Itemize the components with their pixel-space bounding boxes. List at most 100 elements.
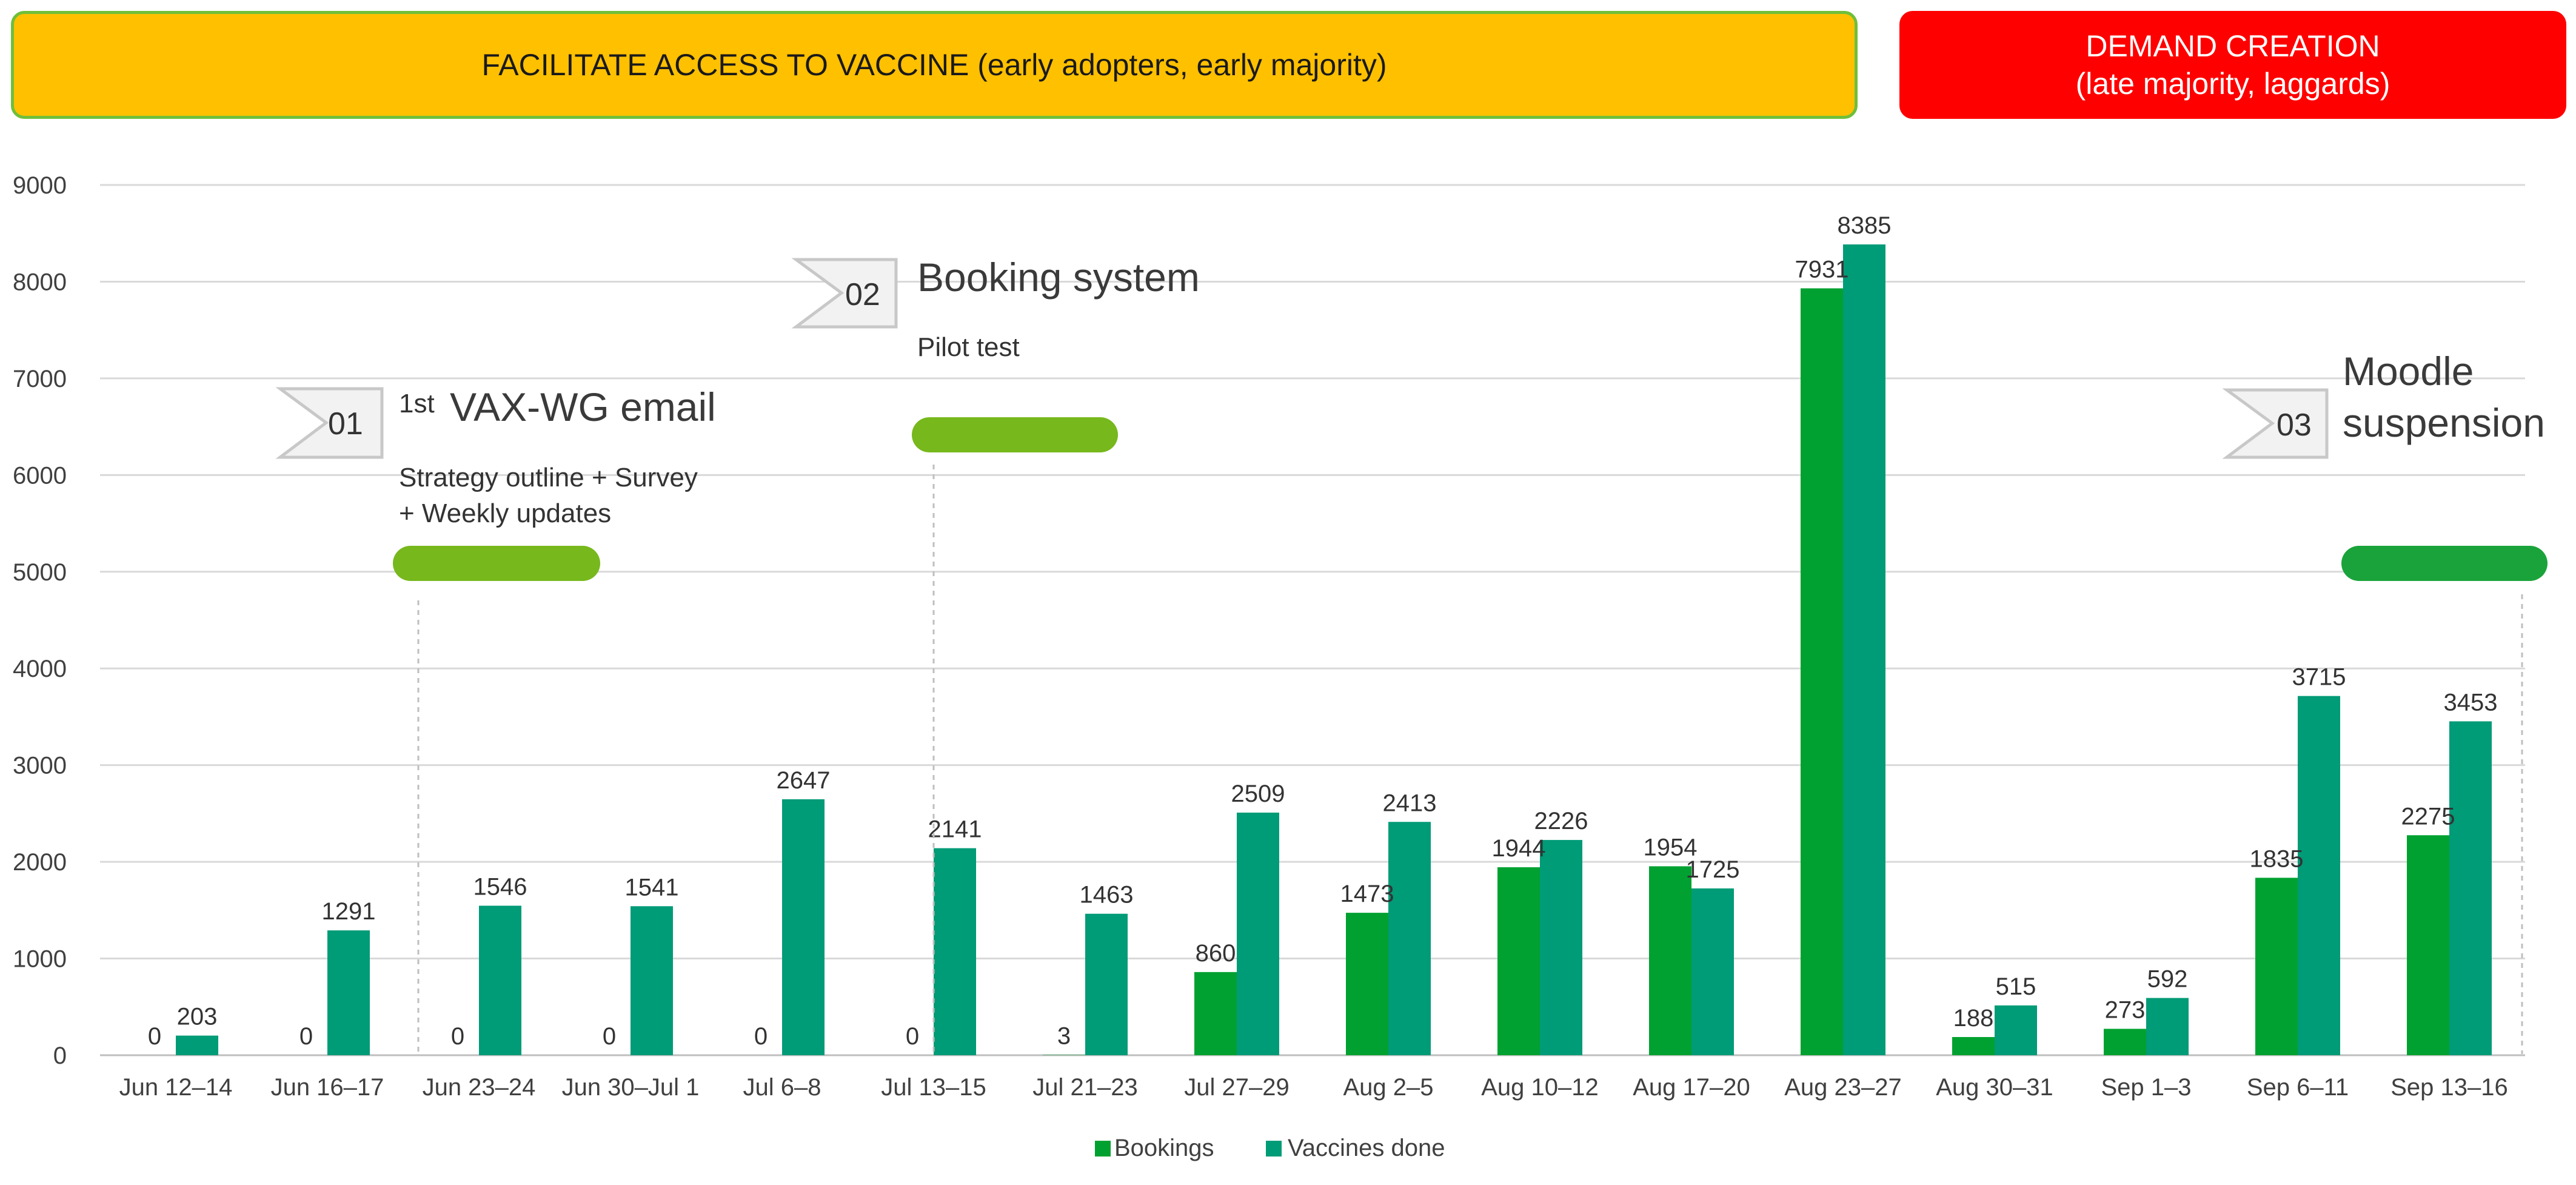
bar-bookings <box>2407 835 2449 1055</box>
banner-facilitate-access-text: FACILITATE ACCESS TO VACCINE (early adop… <box>481 47 1387 82</box>
y-tick-label: 0 <box>53 1042 67 1069</box>
x-tick-label: Jun 12–14 <box>119 1074 233 1101</box>
milestone-02-number: 02 <box>845 277 880 312</box>
milestone-01-bar <box>393 546 600 581</box>
bar-vaccines-done <box>1995 1005 2037 1055</box>
banner-demand-creation-title: DEMAND CREATION <box>2086 29 2380 63</box>
data-label-vaccines-done: 2141 <box>928 816 982 843</box>
milestone-01-number: 01 <box>328 406 363 441</box>
bar-bookings <box>1497 867 1540 1055</box>
bar-bookings <box>1649 866 1691 1055</box>
milestone-02-bar <box>912 417 1118 452</box>
legend-label-bookings: Bookings <box>1114 1135 1214 1161</box>
y-tick-label: 6000 <box>13 462 67 489</box>
legend-label-vaccines: Vaccines done <box>1288 1135 1445 1161</box>
bar-bookings <box>1346 913 1388 1055</box>
bar-bookings <box>2104 1029 2146 1055</box>
data-label-vaccines-done: 2509 <box>1231 780 1285 807</box>
bar-vaccines-done <box>934 848 976 1055</box>
x-tick-label: Sep 6–11 <box>2247 1074 2349 1101</box>
milestone-03-chevron-icon <box>2222 388 2329 459</box>
x-tick-label: Aug 17–20 <box>1633 1074 1750 1101</box>
bar-bookings <box>1801 288 1843 1056</box>
milestone-01-subtitle-1: Strategy outline + Survey <box>399 463 698 492</box>
bar-vaccines-done <box>479 905 521 1055</box>
data-label-vaccines-done: 2226 <box>1534 808 1588 834</box>
bar-vaccines-done <box>327 930 370 1055</box>
data-label-bookings: 188 <box>1953 1005 1994 1032</box>
milestone-01-title-sup: 1st <box>399 389 435 418</box>
data-label-vaccines-done: 1546 <box>473 873 527 900</box>
milestone-03-title-line1: Moodle <box>2343 349 2474 394</box>
banner-demand-creation-subtitle: (late majority, laggards) <box>2075 67 2390 101</box>
x-tick-label: Jul 13–15 <box>881 1074 986 1101</box>
milestone-02-title: Booking system <box>917 255 1200 300</box>
x-tick-label: Jun 23–24 <box>423 1074 536 1101</box>
bars <box>176 244 2492 1056</box>
legend: Bookings Vaccines done <box>1095 1135 1445 1161</box>
data-label-vaccines-done: 2413 <box>1383 790 1437 816</box>
legend-swatch-bookings <box>1095 1141 1111 1156</box>
x-tick-label: Aug 30–31 <box>1936 1074 2053 1101</box>
y-tick-label: 9000 <box>13 172 67 199</box>
milestone-03-title-line2: suspension <box>2343 400 2545 445</box>
milestone-01: 01 1st VAX-WG email Strategy outline + S… <box>275 384 716 1054</box>
x-tick-label: Jul 6–8 <box>743 1074 821 1101</box>
bar-vaccines-done <box>2298 696 2340 1055</box>
data-label-bookings: 7931 <box>1795 256 1849 283</box>
data-label-vaccines-done: 8385 <box>1838 212 1892 239</box>
bar-bookings <box>1194 972 1237 1055</box>
data-label-vaccines-done: 203 <box>177 1004 218 1030</box>
milestone-03-number: 03 <box>2277 408 2312 443</box>
y-tick-label: 8000 <box>13 269 67 295</box>
data-label-bookings: 0 <box>603 1023 616 1050</box>
y-tick-label: 3000 <box>13 753 67 779</box>
milestone-03-bar <box>2341 546 2548 581</box>
data-label-vaccines-done: 1291 <box>322 898 376 925</box>
x-tick-label: Jul 27–29 <box>1184 1074 1289 1101</box>
data-label-bookings: 1944 <box>1492 835 1546 862</box>
milestone-02-chevron-icon <box>791 258 898 329</box>
milestone-02: 02 Booking system Pilot test <box>791 255 1200 1054</box>
legend-swatch-vaccines <box>1266 1141 1282 1156</box>
bar-vaccines-done <box>1237 812 1279 1055</box>
data-label-bookings: 1835 <box>2250 845 2304 872</box>
y-tick-label: 2000 <box>13 849 67 876</box>
data-label-bookings: 1954 <box>1644 834 1698 861</box>
x-axis: Jun 12–14 Jun 16–17 Jun 23–24 Jun 30–Jul 1 J… <box>119 1074 2508 1101</box>
data-label-bookings: 1473 <box>1340 881 1394 907</box>
bar-vaccines-done <box>2449 721 2492 1055</box>
milestone-01-chevron-icon <box>275 387 384 459</box>
bar-vaccines-done <box>1540 840 1582 1055</box>
milestone-01-subtitle-2: + Weekly updates <box>399 499 611 528</box>
data-label-vaccines-done: 1725 <box>1686 856 1740 883</box>
data-label-vaccines-done: 515 <box>1996 973 2036 1000</box>
data-label-vaccines-done: 592 <box>2147 966 2188 993</box>
y-tick-label: 7000 <box>13 366 67 392</box>
milestone-02-subtitle: Pilot test <box>917 332 1020 362</box>
bar-vaccines-done <box>1691 888 1734 1055</box>
banner-demand-creation: DEMAND CREATION (late majority, laggards… <box>1899 11 2566 119</box>
x-tick-label: Sep 13–16 <box>2390 1074 2508 1101</box>
bar-vaccines-done <box>782 799 825 1055</box>
data-label-vaccines-done: 2647 <box>777 767 831 794</box>
x-tick-label: Jun 30–Jul 1 <box>562 1074 700 1101</box>
x-tick-label: Aug 23–27 <box>1784 1074 1902 1101</box>
data-label-bookings: 3 <box>1057 1023 1071 1050</box>
data-label-bookings: 0 <box>299 1023 313 1050</box>
data-label-bookings: 0 <box>754 1023 768 1050</box>
y-tick-label: 5000 <box>13 559 67 586</box>
data-label-vaccines-done: 1541 <box>625 874 679 901</box>
data-label-vaccines-done: 3453 <box>2444 689 2498 716</box>
milestone-03: 03 Moodle suspension <box>2222 349 2548 1054</box>
bar-bookings <box>2255 878 2298 1055</box>
data-label-bookings: 2275 <box>2401 803 2455 830</box>
x-tick-label: Sep 1–3 <box>2101 1074 2191 1101</box>
bar-vaccines-done <box>1388 822 1431 1055</box>
bar-bookings <box>1952 1037 1995 1055</box>
data-label-vaccines-done: 3715 <box>2292 664 2346 691</box>
y-axis: 0 1000 2000 3000 4000 5000 6000 7000 8000 9000 <box>13 172 67 1069</box>
milestone-01-title: VAX-WG email <box>450 384 716 429</box>
bar-vaccines-done <box>2146 998 2189 1055</box>
